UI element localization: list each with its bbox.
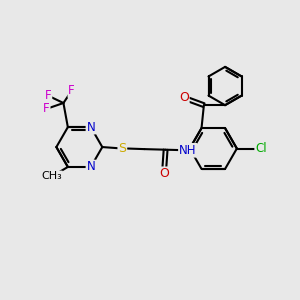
Text: F: F <box>68 84 75 97</box>
Text: S: S <box>118 142 126 155</box>
Text: CH₃: CH₃ <box>41 171 62 182</box>
Text: N: N <box>86 160 95 173</box>
Text: NH: NH <box>179 144 196 157</box>
Text: Cl: Cl <box>255 142 267 155</box>
Text: O: O <box>179 91 189 104</box>
Text: N: N <box>86 121 95 134</box>
Text: O: O <box>159 167 169 180</box>
Text: F: F <box>45 89 51 102</box>
Text: F: F <box>43 102 50 116</box>
